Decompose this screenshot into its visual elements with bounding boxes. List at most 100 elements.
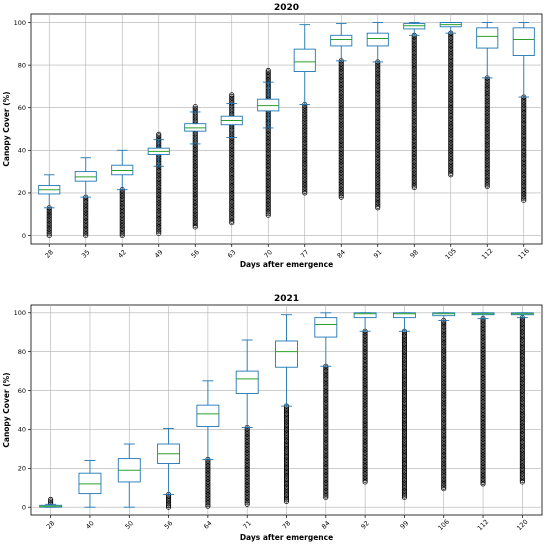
outlier-point <box>362 336 368 342</box>
outlier-point <box>411 69 417 75</box>
outlier-point <box>362 397 368 403</box>
outlier-point <box>448 111 454 117</box>
outlier-point <box>192 205 198 211</box>
outlier-point <box>441 329 447 335</box>
outlier-point <box>484 96 490 102</box>
outlier-point <box>411 104 417 110</box>
outlier-point <box>265 176 271 182</box>
outlier-point <box>192 190 198 196</box>
outlier-point <box>156 190 162 196</box>
outlier-point <box>411 100 417 106</box>
outlier-point <box>205 473 211 479</box>
outlier-point <box>323 387 329 393</box>
outlier-point <box>441 394 447 400</box>
outlier-point <box>46 208 52 214</box>
outlier-point <box>484 113 490 119</box>
outlier-point <box>441 326 447 332</box>
outlier-point <box>192 144 198 150</box>
outlier-point <box>411 109 417 115</box>
outlier-point <box>448 75 454 81</box>
outlier-point <box>362 453 368 459</box>
outlier-point <box>480 452 486 458</box>
outlier-point <box>401 482 407 488</box>
outlier-point <box>448 70 454 76</box>
outlier-point <box>401 423 407 429</box>
outlier-point <box>484 86 490 92</box>
outlier-point <box>480 404 486 410</box>
outlier-point <box>244 474 250 480</box>
outlier-point <box>375 72 381 78</box>
outlier-point <box>521 181 527 188</box>
outlier-point <box>283 478 290 484</box>
outlier-point <box>192 197 198 203</box>
outlier-point <box>448 121 454 127</box>
outlier-point <box>302 134 308 140</box>
outlier-point <box>338 85 344 91</box>
outlier-point <box>265 131 271 137</box>
outlier-point <box>484 88 490 94</box>
outlier-point <box>156 198 162 204</box>
outlier-point <box>192 147 198 153</box>
outlier-point <box>411 111 417 117</box>
outlier-point <box>484 99 490 105</box>
outlier-point <box>519 433 525 439</box>
outlier-point <box>244 471 250 477</box>
outlier-point <box>46 221 52 227</box>
outlier-point <box>411 72 417 78</box>
outlier-point <box>519 402 525 408</box>
outlier-point <box>283 490 290 496</box>
iqr-box <box>196 404 220 427</box>
outlier-point <box>411 66 417 72</box>
outlier-point <box>521 137 527 143</box>
outlier-point <box>244 434 250 440</box>
outlier-point <box>46 215 52 221</box>
outlier-point <box>362 445 368 451</box>
outlier-point <box>480 385 486 391</box>
outlier-point <box>338 96 344 102</box>
outlier-point <box>411 42 417 48</box>
outlier-point <box>519 324 525 330</box>
outlier-point <box>441 446 447 452</box>
outlier-point <box>265 75 271 81</box>
outlier-point <box>480 446 486 452</box>
outlier-point <box>46 211 52 217</box>
outlier-point <box>411 170 417 176</box>
outlier-point <box>375 153 381 160</box>
outlier-point <box>401 331 407 337</box>
outlier-point <box>323 432 329 438</box>
outlier-point <box>480 352 486 359</box>
outlier-point <box>265 212 271 218</box>
outlier-point <box>205 494 211 500</box>
outlier-point <box>205 485 211 492</box>
outlier-point <box>480 413 486 420</box>
outlier-point <box>338 114 344 120</box>
outlier-point <box>411 96 417 102</box>
outlier-point <box>156 203 162 209</box>
outlier-point <box>484 140 490 146</box>
outlier-point <box>521 142 527 148</box>
outlier-point <box>229 146 235 152</box>
outlier-point <box>521 126 527 132</box>
outlier-point <box>323 434 329 440</box>
outlier-point <box>401 467 407 473</box>
outlier-point <box>362 368 368 374</box>
x-tick-label-2020: 35 <box>80 248 92 260</box>
outlier-point <box>205 471 211 477</box>
outlier-point <box>302 116 308 122</box>
outlier-point <box>244 469 250 475</box>
outlier-point <box>441 417 447 423</box>
outlier-point <box>375 123 381 129</box>
outlier-point <box>302 174 308 180</box>
outlier-point <box>519 415 525 421</box>
outlier-point <box>484 169 490 175</box>
outlier-point <box>323 474 329 480</box>
outlier-point <box>480 388 486 394</box>
outlier-point <box>323 478 329 485</box>
outlier-point <box>375 88 381 94</box>
x-tick-label-2021: 40 <box>84 519 96 531</box>
outlier-point <box>229 175 235 181</box>
outlier-point <box>441 335 447 341</box>
outlier-point <box>401 432 407 438</box>
outlier-point <box>441 385 447 391</box>
outlier-point <box>411 141 417 147</box>
